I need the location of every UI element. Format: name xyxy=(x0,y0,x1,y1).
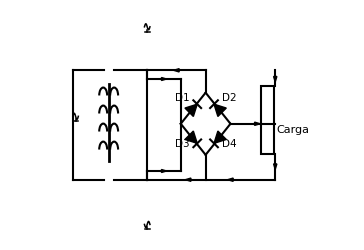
Polygon shape xyxy=(214,104,226,117)
Text: D1: D1 xyxy=(175,93,190,103)
Polygon shape xyxy=(274,164,277,170)
Polygon shape xyxy=(228,178,233,181)
Polygon shape xyxy=(185,104,197,117)
Polygon shape xyxy=(185,178,191,181)
Text: D2: D2 xyxy=(222,93,236,103)
Polygon shape xyxy=(214,131,226,143)
Text: Carga: Carga xyxy=(276,125,309,135)
Bar xyxy=(261,86,274,154)
Text: D3: D3 xyxy=(175,140,190,149)
Polygon shape xyxy=(162,170,166,172)
Polygon shape xyxy=(162,78,166,80)
Polygon shape xyxy=(174,69,179,72)
Polygon shape xyxy=(185,131,197,143)
Polygon shape xyxy=(254,122,260,126)
Polygon shape xyxy=(274,76,277,82)
Text: D4: D4 xyxy=(222,140,236,149)
